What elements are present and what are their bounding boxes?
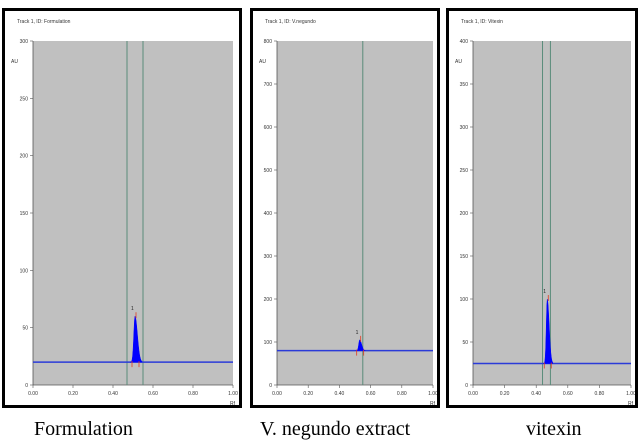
y-tick-label: 300 bbox=[264, 254, 273, 260]
y-tick-label: 800 bbox=[264, 39, 273, 45]
chromatogram-formulation: Track 1, ID: Formulation AU Rf 0 50 100 150 200… bbox=[11, 19, 238, 405]
x-tick-label: 0.00 bbox=[272, 391, 282, 397]
chart-title: Track 1, ID: V.negundo bbox=[265, 19, 316, 25]
x-tick-label: 1.00 bbox=[228, 391, 238, 397]
plot-area bbox=[473, 41, 631, 385]
y-axis-label: AU bbox=[259, 59, 266, 65]
peak-label: 1 bbox=[543, 289, 546, 295]
y-tick-label: 100 bbox=[460, 297, 469, 303]
x-tick-label: 0.40 bbox=[335, 391, 345, 397]
chart-title: Track 1, ID: Vitexin bbox=[461, 19, 503, 25]
caption-vitexin: vitexin bbox=[526, 418, 582, 440]
x-tick-label: 0.60 bbox=[366, 391, 376, 397]
peak-label: 1 bbox=[356, 330, 359, 336]
chromatogram-panel-formulation: Track 1, ID: Formulation AU Rf 0 50 100 150 200… bbox=[2, 8, 242, 408]
chromatogram-vitexin: Track 1, ID: Vitexin AU Rf 0 50 100 150 200 250 3… bbox=[455, 19, 635, 405]
x-tick-label: 0.60 bbox=[148, 391, 158, 397]
x-tick-label: 0.00 bbox=[28, 391, 38, 397]
y-tick-label: 500 bbox=[264, 168, 273, 174]
x-axis-label: Rf bbox=[628, 401, 634, 405]
caption-formulation: Formulation bbox=[34, 418, 133, 440]
x-axis-label: Rf bbox=[430, 401, 436, 405]
x-tick-label: 0.40 bbox=[531, 391, 541, 397]
x-tick-label: 0.80 bbox=[595, 391, 605, 397]
y-tick-label: 0 bbox=[465, 383, 468, 389]
y-tick-label: 600 bbox=[264, 125, 273, 131]
y-tick-label: 300 bbox=[460, 125, 469, 131]
x-axis-label: Rf bbox=[230, 401, 236, 405]
y-tick-label: 300 bbox=[20, 39, 29, 45]
y-tick-label: 700 bbox=[264, 82, 273, 88]
y-tick-label: 200 bbox=[20, 154, 29, 160]
y-tick-label: 0 bbox=[269, 383, 272, 389]
y-axis-label: AU bbox=[455, 59, 462, 65]
peak-area bbox=[543, 298, 554, 364]
plot-area bbox=[33, 41, 233, 385]
y-tick-label: 100 bbox=[20, 268, 29, 274]
x-tick-label: 0.00 bbox=[468, 391, 478, 397]
peak-label: 1 bbox=[131, 306, 134, 312]
y-tick-label: 50 bbox=[462, 340, 468, 346]
chromatogram-panel-vnegundo: Track 1, ID: V.negundo AU Rf 0 100 200 300 400 5… bbox=[250, 8, 440, 408]
y-tick-label: 200 bbox=[460, 211, 469, 217]
chromatogram-vnegundo: Track 1, ID: V.negundo AU Rf 0 100 200 300 400 5… bbox=[259, 19, 437, 405]
plot-area bbox=[277, 41, 433, 385]
y-tick-label: 350 bbox=[460, 82, 469, 88]
x-tick-label: 0.80 bbox=[397, 391, 407, 397]
x-tick-label: 0.20 bbox=[500, 391, 510, 397]
x-tick-label: 1.00 bbox=[626, 391, 635, 397]
x-tick-label: 0.20 bbox=[303, 391, 313, 397]
y-axis-label: AU bbox=[11, 59, 18, 65]
x-tick-label: 0.80 bbox=[188, 391, 198, 397]
y-tick-label: 50 bbox=[22, 326, 28, 332]
y-tick-label: 250 bbox=[20, 96, 29, 102]
y-tick-label: 150 bbox=[20, 211, 29, 217]
x-tick-label: 0.40 bbox=[108, 391, 118, 397]
y-tick-label: 0 bbox=[25, 383, 28, 389]
peak-area bbox=[129, 315, 143, 363]
chart-title: Track 1, ID: Formulation bbox=[17, 19, 71, 25]
caption-vnegundo: V. negundo extract bbox=[260, 418, 411, 440]
y-tick-label: 100 bbox=[264, 340, 273, 346]
y-tick-label: 150 bbox=[460, 254, 469, 260]
chromatogram-panel-vitexin: Track 1, ID: Vitexin AU Rf 0 50 100 150 200 250 3… bbox=[446, 8, 638, 408]
y-tick-label: 400 bbox=[460, 39, 469, 45]
x-tick-label: 1.00 bbox=[428, 391, 437, 397]
x-tick-label: 0.60 bbox=[563, 391, 573, 397]
y-tick-label: 400 bbox=[264, 211, 273, 217]
x-tick-label: 0.20 bbox=[68, 391, 78, 397]
y-tick-label: 250 bbox=[460, 168, 469, 174]
y-tick-label: 200 bbox=[264, 297, 273, 303]
